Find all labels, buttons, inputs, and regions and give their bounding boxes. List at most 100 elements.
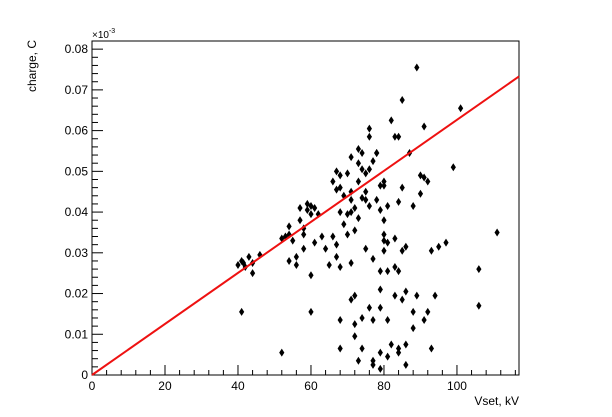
data-point	[348, 187, 354, 196]
data-point	[363, 169, 369, 178]
data-point	[235, 261, 241, 270]
data-point	[381, 246, 387, 255]
data-point	[337, 208, 343, 217]
data-point	[421, 316, 427, 325]
data-point	[385, 238, 391, 247]
y-tick-label: 0.07	[65, 83, 89, 97]
data-point	[366, 124, 372, 133]
data-point	[282, 232, 289, 241]
x-tick-label: 0	[89, 379, 96, 393]
data-point	[421, 122, 427, 131]
data-point	[355, 177, 362, 186]
data-point	[319, 232, 325, 241]
data-point	[395, 348, 402, 357]
data-point	[370, 356, 376, 365]
data-point	[348, 153, 354, 162]
data-point	[249, 269, 256, 278]
data-point	[341, 220, 347, 229]
data-point	[352, 332, 358, 341]
data-point	[344, 169, 351, 178]
data-point	[366, 201, 372, 210]
data-point	[326, 261, 332, 270]
data-point	[399, 183, 405, 192]
y-tick-label: 0.08	[65, 42, 89, 56]
y-tick-label: 0	[81, 368, 88, 382]
data-point	[333, 167, 340, 176]
data-point	[359, 313, 365, 322]
data-point	[399, 295, 405, 304]
y-tick-label: 0.06	[65, 124, 89, 138]
data-point	[428, 344, 435, 353]
data-point	[425, 307, 431, 316]
data-point	[494, 228, 500, 237]
data-point	[308, 210, 314, 219]
data-point	[395, 197, 402, 206]
x-axis-label: Vset, kV	[474, 394, 519, 408]
data-point	[414, 291, 420, 300]
data-point	[385, 201, 391, 210]
data-point	[308, 271, 314, 280]
data-point	[312, 238, 318, 247]
data-point	[395, 344, 402, 353]
data-point	[476, 265, 482, 274]
data-point	[366, 165, 372, 174]
data-point	[301, 230, 307, 239]
data-point	[392, 291, 398, 300]
x-tick-label: 60	[304, 379, 318, 393]
data-point	[286, 256, 292, 265]
data-point	[348, 208, 354, 217]
data-point	[392, 132, 398, 141]
data-point	[388, 116, 394, 125]
data-point	[366, 132, 372, 141]
data-point	[297, 216, 303, 225]
data-point	[257, 250, 263, 259]
y-multiplier: ×10-3	[92, 28, 115, 41]
data-point	[359, 149, 365, 158]
data-point	[355, 159, 362, 168]
data-point	[355, 144, 362, 153]
data-point	[352, 204, 358, 212]
data-point	[366, 303, 372, 312]
data-points	[235, 63, 500, 373]
data-point	[410, 201, 416, 210]
y-tick-label: 0.05	[65, 164, 89, 178]
x-tick-label: 100	[447, 379, 467, 393]
data-point	[377, 206, 383, 215]
data-point	[355, 214, 362, 223]
data-point	[421, 173, 427, 182]
data-point	[403, 287, 409, 296]
data-point	[370, 157, 376, 166]
data-point	[337, 316, 343, 325]
plot-frame	[91, 40, 520, 376]
data-point	[363, 187, 369, 196]
data-point	[381, 177, 387, 186]
data-point	[293, 261, 299, 270]
data-point	[425, 177, 431, 186]
data-point	[377, 303, 383, 312]
data-point	[359, 344, 365, 353]
data-point	[476, 301, 482, 310]
data-point	[330, 177, 336, 186]
data-point	[458, 104, 464, 113]
data-point	[377, 285, 383, 294]
data-point	[301, 224, 307, 233]
y-axis: 0 0.01 0.02 0.03 0.04 0.05 0.06 0.07 0.08	[65, 40, 103, 382]
data-point	[370, 254, 376, 263]
y-tick-label: 0.04	[65, 205, 89, 219]
data-point	[436, 242, 442, 251]
data-point	[337, 183, 343, 192]
data-point	[450, 163, 456, 172]
data-point	[381, 181, 387, 190]
data-point	[333, 240, 340, 249]
data-point	[399, 96, 405, 105]
data-point	[403, 340, 409, 349]
data-point	[377, 181, 383, 190]
data-point	[385, 267, 391, 276]
data-point	[308, 307, 314, 316]
data-point	[348, 258, 354, 267]
data-point	[337, 171, 343, 180]
y-axis-label: charge, C	[25, 40, 39, 92]
data-point	[297, 204, 303, 212]
data-point	[414, 63, 420, 72]
